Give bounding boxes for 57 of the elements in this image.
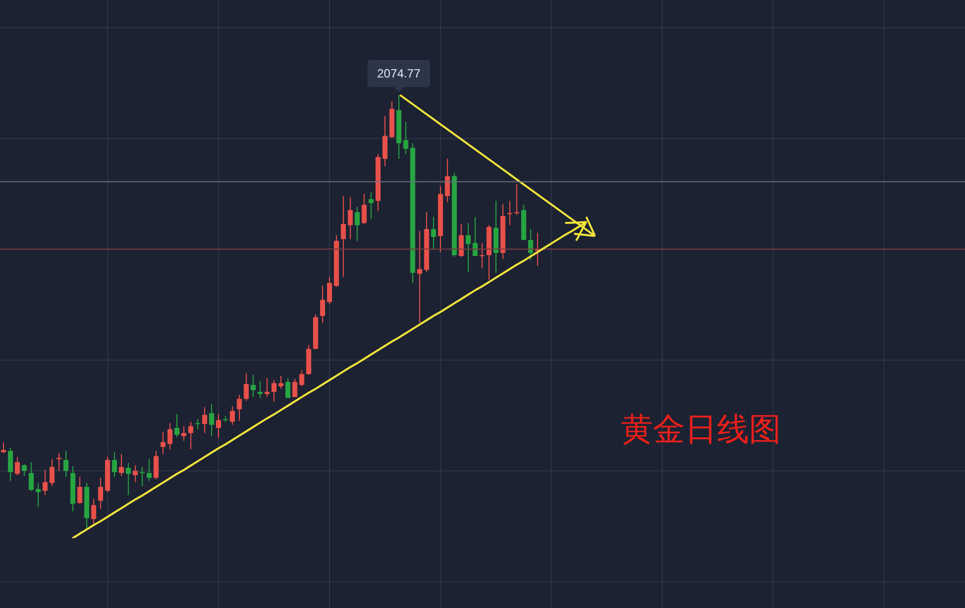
candlestick xyxy=(132,464,138,483)
candlestick xyxy=(112,452,117,478)
candlestick xyxy=(466,222,471,273)
candlestick xyxy=(154,450,159,480)
candlestick xyxy=(22,463,27,477)
candlestick xyxy=(216,413,222,438)
candlestick xyxy=(8,447,13,482)
candlestick xyxy=(50,458,55,487)
candlestick xyxy=(417,230,422,324)
candlestick xyxy=(230,406,235,426)
candlestick xyxy=(320,285,326,324)
candlestick xyxy=(126,462,131,496)
candlestick xyxy=(458,223,464,258)
candlestick xyxy=(63,450,68,478)
candlestick xyxy=(244,372,249,402)
candlestick xyxy=(326,276,332,305)
text: 黄金日线图 xyxy=(621,410,781,448)
candlestick xyxy=(348,196,353,240)
candlestick xyxy=(174,413,180,438)
candlestick xyxy=(507,200,512,226)
candlestick xyxy=(368,192,374,220)
candlestick xyxy=(236,394,242,422)
candlestick xyxy=(272,380,277,402)
candlestick xyxy=(146,458,152,482)
candlestick xyxy=(1,442,6,454)
annotation: 2074.77 xyxy=(377,66,421,80)
candlestick xyxy=(278,375,284,390)
candlestick xyxy=(340,196,346,278)
candlestick xyxy=(181,426,186,442)
candlestick xyxy=(209,404,214,437)
candlestick xyxy=(14,456,20,476)
candlestick xyxy=(98,477,104,510)
candlestick xyxy=(514,183,520,216)
candlestick xyxy=(140,466,145,487)
candlestick xyxy=(354,206,360,242)
candlestick xyxy=(118,453,124,477)
candlestick xyxy=(188,421,194,450)
candlestick xyxy=(258,380,263,398)
candlestick xyxy=(42,469,48,496)
candlestick xyxy=(382,115,388,167)
candlestick xyxy=(77,476,82,504)
candlestick xyxy=(91,498,96,526)
candlestick xyxy=(285,377,290,398)
candlestick xyxy=(28,462,34,492)
candlestick xyxy=(36,482,41,508)
candlestick xyxy=(167,422,172,450)
candlestick xyxy=(480,242,485,269)
candlestick xyxy=(250,374,256,398)
candlestick xyxy=(472,216,478,257)
candlestick xyxy=(444,158,450,203)
candlestick xyxy=(264,377,270,398)
candlestick xyxy=(431,216,436,250)
candlestick xyxy=(160,431,166,454)
candlestick xyxy=(528,228,534,260)
candlestick xyxy=(195,418,200,430)
candlestick xyxy=(202,406,208,434)
candlestick xyxy=(362,193,367,224)
